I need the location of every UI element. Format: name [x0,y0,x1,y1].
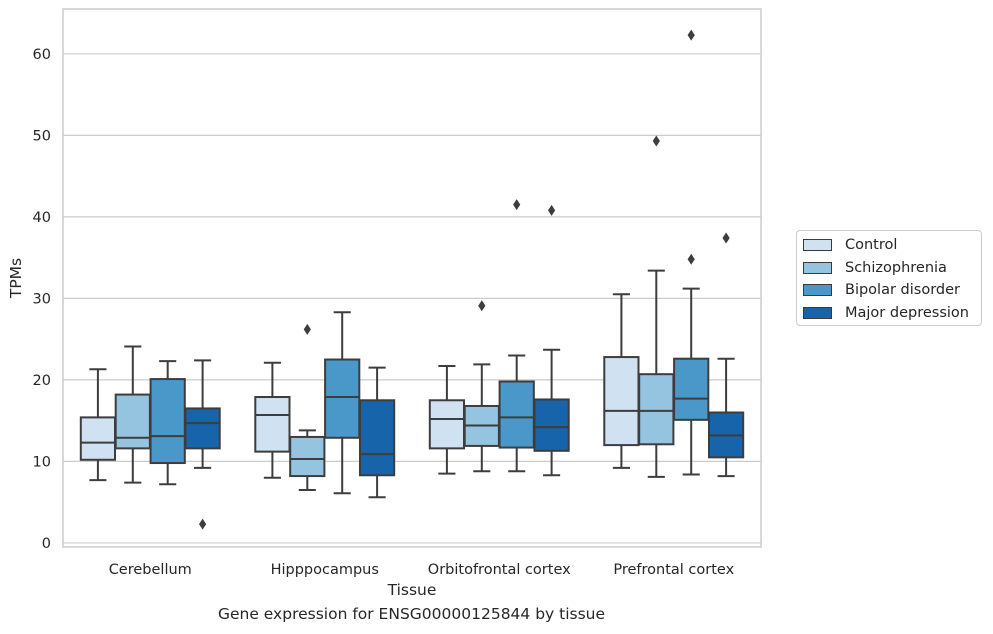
y-tick-label: 20 [33,373,51,389]
legend-item: Control [803,235,897,255]
box-iqr [638,373,675,446]
y-axis-label: TPMs [7,258,25,299]
y-axis-ticks: 0 10 20 30 40 50 60 [33,47,51,552]
legend-label: Major depression [845,304,969,321]
box-element [324,311,361,495]
box-iqr [114,393,151,450]
y-tick-label: 0 [42,536,51,552]
box-element [603,293,640,469]
legend-label: Schizophrenia [845,259,947,276]
legend-swatch [803,239,832,251]
box-iqr [79,416,117,461]
legend-item: Major depression [803,303,969,323]
box-element [114,345,151,484]
legend: Control Schizophrenia Bipolar disorder Majo… [796,230,982,326]
series-group [79,293,640,482]
box-iqr [533,398,570,452]
box-iqr [498,380,535,449]
box-element [149,360,186,486]
outlier-point [687,253,695,265]
box-element [673,29,710,476]
box-iqr [428,399,466,450]
legend-label: Control [845,237,898,253]
box-element [289,323,326,491]
legend-item: Bipolar disorder [803,280,960,300]
box-element [184,359,221,530]
series-group [114,135,675,491]
x-axis-label: Tissue [387,581,437,599]
box-iqr [149,378,186,465]
box-iqr [358,399,396,477]
x-tick-label: Cerebellum [109,562,192,578]
box-element [533,204,570,477]
outlier-point [687,29,695,41]
box-iqr [673,357,710,421]
outlier-point [513,199,521,211]
box-element [463,300,500,473]
y-tick-label: 50 [33,128,51,144]
y-tick-label: 30 [33,291,51,307]
box-iqr [603,356,640,447]
x-tick-label: Orbitofrontal cortex [428,562,571,578]
outlier-point [652,135,660,147]
figure-caption: Gene expression for ENSG00000125844 by t… [217,605,606,623]
box-element [358,366,396,499]
outlier-point [548,204,556,216]
legend-item: Schizophrenia [803,258,947,278]
x-tick-label: Prefrontal cortex [613,562,734,578]
plot-frame [62,8,762,548]
box-iqr [254,396,291,453]
x-tick-label: Hipppocampus [271,562,379,578]
box-element [498,199,535,473]
box-iqr [289,435,326,478]
series-group [184,204,745,530]
box-element [707,232,745,478]
outlier-point [478,300,486,312]
legend-swatch [803,306,832,319]
box-iqr [184,407,221,450]
box-element [254,361,291,479]
box-series [79,29,745,530]
series-group [149,29,710,495]
y-tick-label: 40 [33,210,51,226]
y-tick-label: 10 [33,454,51,470]
legend-swatch [803,284,832,296]
legend-swatch [803,261,832,274]
outlier-point [722,232,730,244]
box-element [79,368,117,482]
box-element [428,365,466,475]
outlier-point [199,518,207,530]
outlier-point [303,323,311,335]
x-axis-ticks: Cerebellum Hipppocampus Orbitofrontal cort… [109,562,735,578]
legend-label: Bipolar disorder [845,282,960,298]
box-iqr [324,358,361,439]
box-element [638,135,675,478]
y-tick-label: 60 [33,47,51,63]
